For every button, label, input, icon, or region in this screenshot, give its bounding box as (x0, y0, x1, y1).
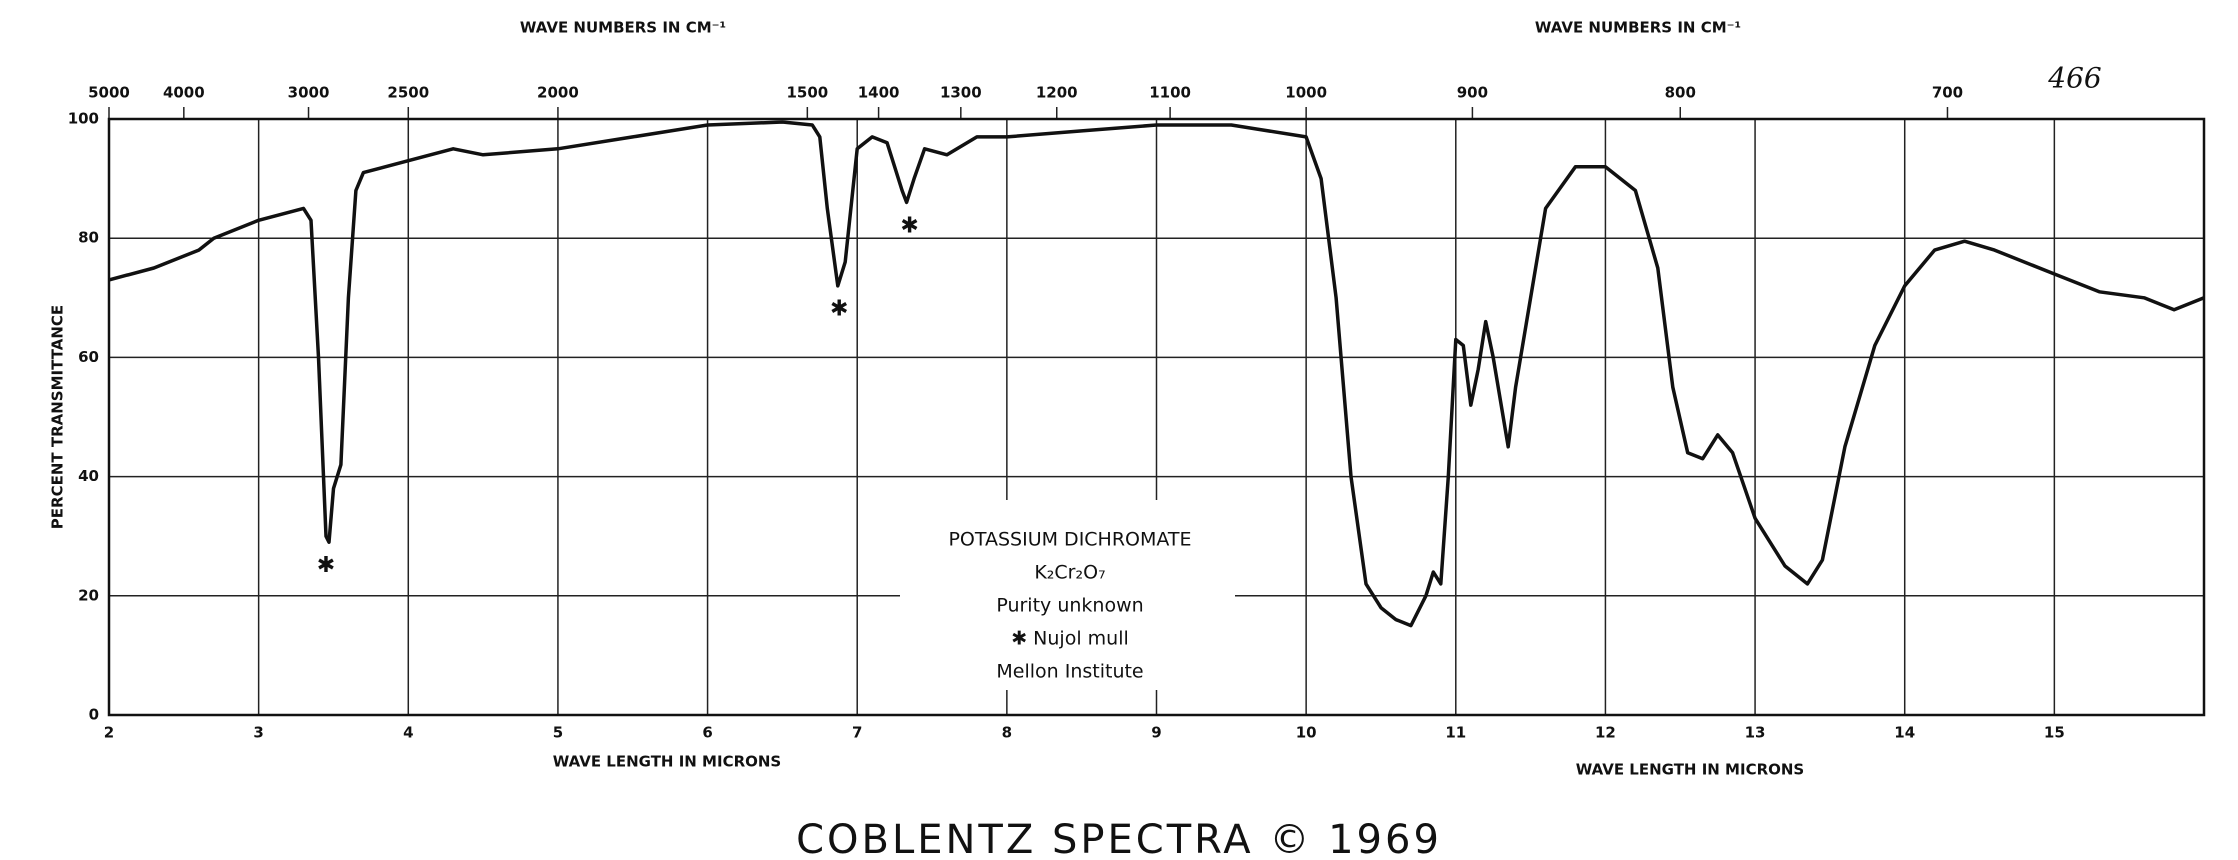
plot-frame (107, 117, 2206, 717)
x-tick-label: 6 (702, 724, 712, 742)
y-tick-label: 60 (78, 348, 99, 366)
x-tick-label: 2 (104, 724, 114, 742)
x2-tick-label: 3000 (288, 84, 330, 102)
x-tick-label: 3 (253, 724, 263, 742)
x-tick-label: 13 (1745, 724, 1766, 742)
x-axis-label: WAVE LENGTH IN MICRONS (553, 753, 782, 771)
legend-box (900, 500, 1235, 690)
x2-tick-label: 1200 (1036, 84, 1078, 102)
x2-tick-label: 1400 (858, 84, 900, 102)
x2-tick-label: 700 (1932, 84, 1963, 102)
annotation: ✱ (317, 553, 335, 578)
x-tick-label: 7 (852, 724, 862, 742)
legend-text: Mellon Institute (996, 661, 1143, 683)
x-tick-label: 5 (553, 724, 563, 742)
x2-tick-label: 4000 (163, 84, 205, 102)
footer: COBLENTZ SPECTRA © 1969 (796, 817, 1442, 860)
x-tick-label: 9 (1151, 724, 1161, 742)
x-tick-label: 15 (2044, 724, 2065, 742)
x-tick-label: 10 (1296, 724, 1317, 742)
annotation: ✱ (900, 213, 918, 238)
x2-tick-label: 1000 (1285, 84, 1327, 102)
spectrum-line (108, 120, 2205, 628)
handwritten-number: 466 (2047, 62, 2101, 95)
y-tick-label: 20 (78, 586, 99, 604)
y-tick-label: 40 (78, 467, 99, 485)
x-tick-label: 4 (403, 724, 413, 742)
x2-tick-label: 1500 (786, 84, 828, 102)
legend-text: K₂Cr₂O₇ (1034, 562, 1105, 584)
y-tick-label: 80 (78, 229, 99, 247)
legend-text: Purity unknown (996, 595, 1143, 617)
x-tick-label: 14 (1894, 724, 1915, 742)
x-tick-label: 12 (1595, 724, 1616, 742)
x-axis-label: WAVE LENGTH IN MICRONS (1576, 761, 1805, 779)
x2-tick-label: 900 (1457, 84, 1488, 102)
legend-text: POTASSIUM DICHROMATE (948, 529, 1191, 551)
x2-tick-label: 1300 (940, 84, 982, 102)
y-tick-label: 100 (68, 110, 99, 128)
y-tick-label: 0 (89, 706, 99, 724)
x2-tick-label: 1100 (1149, 84, 1191, 102)
annotation: ✱ (830, 297, 848, 322)
x2-tick-label: 5000 (88, 84, 130, 102)
x2-axis-label: WAVE NUMBERS IN CM⁻¹ (1535, 19, 1741, 37)
x-tick-label: 11 (1445, 724, 1466, 742)
legend-text: ✱ Nujol mull (1011, 628, 1129, 650)
x2-tick-label: 800 (1665, 84, 1696, 102)
x2-axis-label: WAVE NUMBERS IN CM⁻¹ (520, 19, 726, 37)
x2-tick-label: 2000 (537, 84, 579, 102)
x2-tick-label: 2500 (387, 84, 429, 102)
y-axis-label: PERCENT TRANSMITTANCE (49, 305, 67, 529)
x-tick-label: 8 (1002, 724, 1012, 742)
